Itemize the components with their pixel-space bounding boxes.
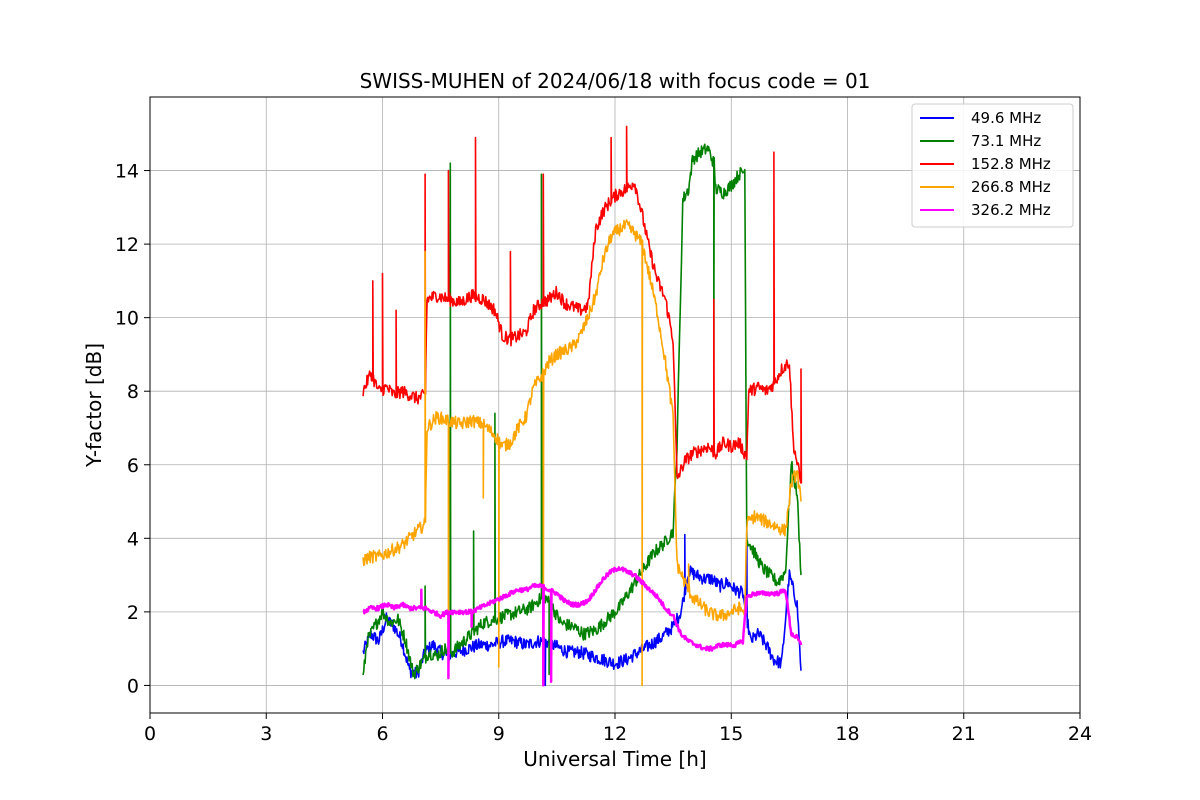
series-1 xyxy=(362,143,802,680)
y-tick-label: 12 xyxy=(115,234,139,256)
series-line xyxy=(362,566,803,687)
legend-label: 49.6 MHz xyxy=(971,109,1041,127)
x-axis: 0 3 6 9 12 15 18 21 24 xyxy=(144,713,1092,745)
y-tick-label: 6 xyxy=(127,455,139,477)
x-tick-label: 24 xyxy=(1068,723,1092,745)
y-tick-label: 0 xyxy=(127,675,139,697)
series-line xyxy=(362,143,802,680)
x-tick-label: 9 xyxy=(493,723,505,745)
x-tick-label: 18 xyxy=(835,723,859,745)
series-3 xyxy=(362,219,802,687)
legend-label: 326.2 MHz xyxy=(971,201,1051,219)
y-tick-label: 8 xyxy=(127,381,139,403)
legend-box xyxy=(911,103,1074,228)
series-layer xyxy=(362,125,803,687)
x-tick-label: 3 xyxy=(260,723,272,745)
y-tick-label: 10 xyxy=(115,308,139,330)
y-axis: 0 2 4 6 8 10 12 14 xyxy=(115,161,150,697)
chart-title: SWISS-MUHEN of 2024/06/18 with focus cod… xyxy=(360,69,871,93)
legend-label: 266.8 MHz xyxy=(971,178,1051,196)
x-tick-label: 21 xyxy=(952,723,976,745)
y-axis-label: Y-factor [dB] xyxy=(82,343,106,468)
y-tick-label: 4 xyxy=(127,528,139,550)
legend-label: 152.8 MHz xyxy=(971,155,1051,173)
series-line xyxy=(362,125,803,484)
y-tick-label: 14 xyxy=(115,161,139,183)
legend-label: 73.1 MHz xyxy=(971,132,1041,150)
series-4 xyxy=(362,566,803,687)
x-tick-label: 15 xyxy=(719,723,743,745)
x-tick-label: 6 xyxy=(376,723,388,745)
x-axis-label: Universal Time [h] xyxy=(523,747,706,771)
series-line xyxy=(362,219,802,687)
y-tick-label: 2 xyxy=(127,602,139,624)
legend: 49.6 MHz 73.1 MHz 152.8 MHz 266.8 MHz 326.2 … xyxy=(911,103,1074,228)
x-tick-label: 12 xyxy=(603,723,627,745)
x-tick-label: 0 xyxy=(144,723,156,745)
series-2 xyxy=(362,125,803,484)
